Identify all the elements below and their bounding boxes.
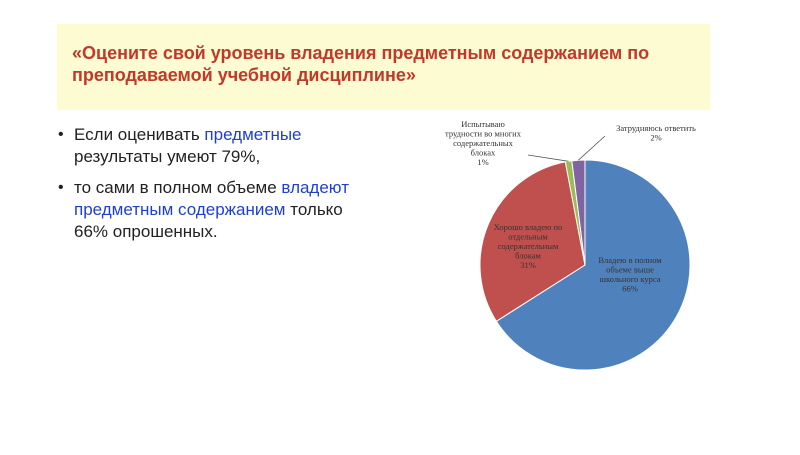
pie-slice-label-3: Затрудняюсь ответить 2% (616, 123, 696, 143)
pie-leader-line-2 (527, 154, 569, 162)
bullet-item-2: • то сами в полном объеме владеют предме… (58, 177, 378, 243)
pie-slice-label-line: трудности во многих (445, 129, 522, 139)
pie-slice-label-line: 31% (520, 260, 536, 270)
bullet-1-text-a: Если оценивать (74, 125, 205, 144)
bullet-2-highlight: владеют предметным содержанием (74, 178, 349, 219)
pie-slice-label-line: Хорошо владею по (494, 222, 563, 232)
pie-slice-label-line: 66% (622, 284, 638, 294)
pie-slice-3 (571, 159, 586, 266)
pie-slice-label-line: 2% (650, 133, 661, 143)
pie-slice-label-2: Испытываю трудности во многих содержательн… (445, 119, 522, 167)
pie-slice-label-line: отдельным (508, 232, 548, 242)
pie-slice-label-line: блокам (515, 251, 541, 261)
pie-slice-0 (495, 159, 691, 371)
bullet-dot-icon: • (58, 126, 64, 143)
bullet-2-text-a: то сами в полном объеме (74, 178, 282, 197)
pie-slice-label-line: Затрудняюсь ответить (616, 123, 696, 133)
pie-slice-label-line: 1% (477, 157, 488, 167)
title-band (57, 24, 710, 110)
bullet-1-text-b: результаты умеют 79%, (74, 147, 261, 166)
pie-slice-label-line: содержательным (498, 241, 559, 251)
pie-slice-label-line: содержательных (453, 138, 513, 148)
pie-slice-label-line: Владею в полном (598, 255, 662, 265)
pie-slice-label-line: Испытываю (461, 119, 505, 129)
pie-slice-label-1: Хорошо владею по отдельным содержательным б… (494, 222, 563, 270)
bullet-item-1: • Если оценивать предметные результаты у… (58, 124, 378, 168)
bullet-dot-icon: • (58, 179, 64, 196)
pie-slice-1 (479, 161, 586, 322)
pie-slice-label-0: Владею в полном объеме выше школьного курс… (598, 255, 662, 294)
bullet-list: • Если оценивать предметные результаты у… (58, 124, 378, 252)
pie-slice-label-line: школьного курса (599, 274, 660, 284)
pie-slice-label-line: объеме выше (606, 265, 654, 275)
bullet-2-text-b: только 66% опрошенных. (74, 200, 343, 241)
pie-slice-label-line: блоках (471, 148, 496, 158)
bullet-1-highlight: предметные (204, 125, 302, 144)
pie-leader-line-3 (578, 135, 606, 161)
slide-title: «Оцените свой уровень владения предметны… (72, 43, 650, 85)
